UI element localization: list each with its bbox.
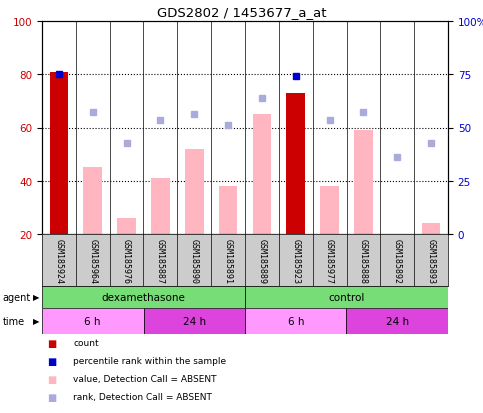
Text: GSM185889: GSM185889 <box>257 239 267 283</box>
Text: GSM185893: GSM185893 <box>426 239 436 283</box>
Text: GSM185890: GSM185890 <box>190 239 199 283</box>
Bar <box>245 286 448 308</box>
Text: GSM185924: GSM185924 <box>55 239 63 283</box>
Text: GDS2802 / 1453677_a_at: GDS2802 / 1453677_a_at <box>157 6 326 19</box>
Bar <box>143 308 245 334</box>
Bar <box>320 187 339 235</box>
Text: agent: agent <box>2 292 30 302</box>
Text: GSM185887: GSM185887 <box>156 239 165 283</box>
Bar <box>354 131 373 235</box>
Text: 24 h: 24 h <box>386 316 409 326</box>
Text: 6 h: 6 h <box>85 316 101 326</box>
Bar <box>185 150 203 235</box>
Text: dexamethasone: dexamethasone <box>101 292 185 302</box>
Bar <box>286 94 305 235</box>
Text: 6 h: 6 h <box>287 316 304 326</box>
Text: GSM185891: GSM185891 <box>224 239 233 283</box>
Bar <box>253 115 271 235</box>
Bar <box>84 168 102 235</box>
Bar <box>42 308 143 334</box>
Bar <box>151 179 170 235</box>
Text: ▶: ▶ <box>33 293 39 302</box>
Text: value, Detection Call = ABSENT: value, Detection Call = ABSENT <box>73 374 217 383</box>
Bar <box>50 72 68 235</box>
Text: GSM185923: GSM185923 <box>291 239 300 283</box>
Text: GSM185976: GSM185976 <box>122 239 131 283</box>
Text: ■: ■ <box>47 374 56 384</box>
Bar <box>42 286 245 308</box>
Bar <box>245 308 346 334</box>
Text: rank, Detection Call = ABSENT: rank, Detection Call = ABSENT <box>73 392 212 401</box>
Bar <box>219 187 237 235</box>
Text: time: time <box>2 316 25 326</box>
Text: GSM185964: GSM185964 <box>88 239 97 283</box>
Text: GSM185892: GSM185892 <box>393 239 402 283</box>
Text: ■: ■ <box>47 356 56 366</box>
Text: ■: ■ <box>47 392 56 402</box>
Text: control: control <box>328 292 365 302</box>
Text: GSM185977: GSM185977 <box>325 239 334 283</box>
Text: percentile rank within the sample: percentile rank within the sample <box>73 356 227 365</box>
Text: count: count <box>73 338 99 347</box>
Text: ▶: ▶ <box>33 317 39 326</box>
Text: ■: ■ <box>47 338 56 348</box>
Text: 24 h: 24 h <box>183 316 206 326</box>
Bar <box>117 218 136 235</box>
Bar <box>422 224 440 235</box>
Text: GSM185888: GSM185888 <box>359 239 368 283</box>
Bar <box>346 308 448 334</box>
